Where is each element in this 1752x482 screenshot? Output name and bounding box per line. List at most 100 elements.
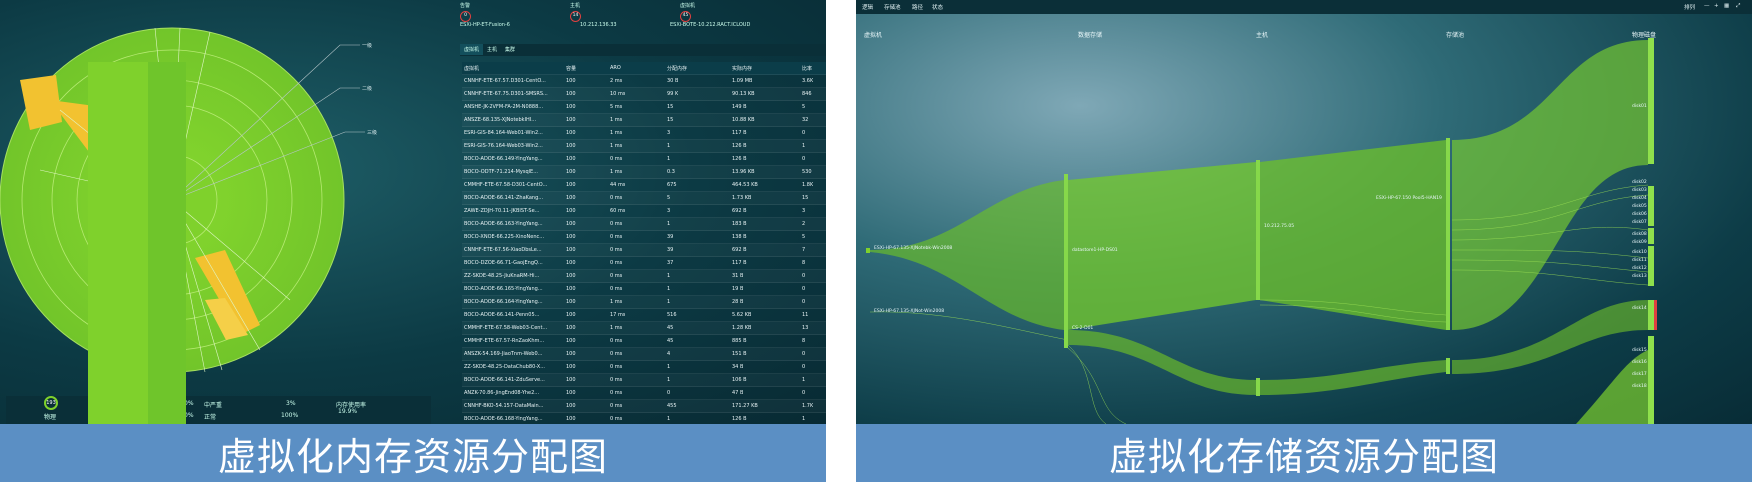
metric-vm[interactable]: 虚拟机 45 — [680, 2, 760, 22]
tab-logic[interactable]: 逻辑 — [862, 5, 874, 11]
disk-node[interactable] — [1648, 228, 1654, 244]
table-row[interactable]: CNNHF-BKO-54.157-DataMain... 100 0 ms 455 17… — [462, 400, 826, 413]
aro-column-bg — [148, 62, 186, 424]
table-row[interactable]: CNNHF-ETE-67.57.D301-CentO... 100 2 ms 30 B… — [462, 75, 826, 88]
zoom-in-icon[interactable]: + — [1714, 3, 1719, 9]
col-allocated[interactable]: 分配内存 — [667, 65, 688, 72]
disk-alert[interactable] — [1654, 300, 1657, 330]
col-ratio[interactable]: 比率 — [802, 65, 813, 72]
table-row[interactable]: BOCO-DZOE-66.71-GaojEngQ... 100 0 ms 37 117 … — [462, 257, 826, 270]
table-row[interactable]: ESRI-GIS-84.164-Web01-Win2... 100 1 ms 3 117… — [462, 127, 826, 140]
metric-host[interactable]: 主机 14 — [570, 2, 650, 22]
table-row[interactable]: BOCO-ADOE-66.165-YingYang... 100 0 ms 1 19 B… — [462, 283, 826, 296]
table-row[interactable]: CMMHF-ETE-67.57-RnZaoKhm... 100 0 ms 45 885 … — [462, 335, 826, 348]
metric-alarm[interactable]: 告警 0 — [460, 2, 540, 22]
disk-node-label: disk03 — [1632, 188, 1647, 193]
disk-node[interactable] — [1648, 246, 1654, 286]
tab-host[interactable]: 主机 — [487, 47, 498, 53]
tab-path[interactable]: 路径 — [912, 5, 924, 11]
table-cell: 138 B — [732, 234, 747, 240]
disk-node[interactable] — [1648, 300, 1654, 330]
table-cell: CMMHF-ETE-67.58-Web03-Cent... — [464, 325, 548, 331]
fullscreen-icon[interactable]: ⤢ — [1736, 3, 1741, 9]
flow[interactable] — [1068, 162, 1256, 330]
sort-menu[interactable]: 排列 — [1684, 5, 1696, 11]
table-cell: 0 — [802, 390, 806, 396]
host-node[interactable] — [1256, 160, 1260, 300]
flow[interactable] — [1452, 300, 1648, 374]
sunburst-segment-warning[interactable] — [20, 75, 62, 130]
disk-node[interactable] — [1648, 38, 1654, 164]
table-row[interactable]: BOCO-ADOE-66.141-ZhaKang... 100 0 ms 5 1.73 … — [462, 192, 826, 205]
table-cell: 15 — [667, 104, 674, 110]
table-row[interactable]: BOCO-ADOE-66.149-YingYang... 100 0 ms 1 126 … — [462, 153, 826, 166]
disk-node-label: disk01 — [1632, 104, 1647, 109]
table-cell: 530 — [802, 169, 812, 175]
col-actual[interactable]: 实际内存 — [732, 65, 753, 72]
table-cell: 1 — [667, 143, 671, 149]
tab-storage-pool[interactable]: 存储池 — [884, 5, 901, 11]
table-row[interactable]: BOCO-ADOE-66.168-YingYang... 100 0 ms 1 126 … — [462, 413, 826, 424]
table-cell: 100 — [566, 416, 576, 422]
table-row[interactable]: ZZ-SKDE-48.25-JiuKnaRM-Hi... 100 0 ms 1 31 B… — [462, 270, 826, 283]
col-aro[interactable]: ARO — [610, 65, 621, 71]
table-row[interactable]: CMMHF-ETE-67.58-Web03-Cent... 100 1 ms 45 1.… — [462, 322, 826, 335]
table-row[interactable]: ANSHE-JK-2VFM-FA-2M-N0888... 100 5 ms 15 149… — [462, 101, 826, 114]
table-row[interactable]: BOCO-ADOE-66.141-Penn05... 100 17 ms 516 5.6… — [462, 309, 826, 322]
metric-value: 45 — [680, 11, 691, 22]
flow[interactable] — [1452, 40, 1648, 330]
pool-node[interactable] — [1446, 358, 1450, 374]
stat-value: 3% — [286, 400, 296, 407]
datastore-node[interactable] — [1064, 326, 1068, 348]
table-row[interactable]: BOCO-ADOE-66.141-ZduServe... 100 0 ms 1 106 … — [462, 374, 826, 387]
table-cell: 0.3 — [667, 169, 675, 175]
table-cell: 516 — [667, 312, 677, 318]
table-cell: ANSZK-54.169-JiaoTnm-Web0... — [464, 351, 543, 357]
table-row[interactable]: ZAWE-ZDJH-70.11-JKBIST-Se... 100 60 ms 3 692… — [462, 205, 826, 218]
table-cell: 464.53 KB — [732, 182, 758, 188]
host-node[interactable] — [1256, 378, 1260, 396]
table-cell: 4 — [667, 351, 671, 357]
col-vm[interactable]: 虚拟机 — [464, 65, 480, 72]
disk-node[interactable] — [1648, 336, 1654, 424]
table-row[interactable]: BOCO-ADOE-66.163-YingYang... 100 0 ms 1 183 … — [462, 218, 826, 231]
table-row[interactable]: BOCO-ADOE-66.164-YingYang... 100 1 ms 1 28 B… — [462, 296, 826, 309]
sunburst-segment-warning[interactable] — [195, 250, 260, 335]
table-row[interactable]: CMMHF-ETE-67.58-D301-CentO... 100 44 ms 675… — [462, 179, 826, 192]
flow[interactable] — [1068, 330, 1256, 395]
table-cell: 5.62 KB — [732, 312, 752, 318]
table-row[interactable]: ZZ-SKDE-48.25-DataChub80-X... 100 0 ms 1 34 … — [462, 361, 826, 374]
table-cell: 1 ms — [610, 299, 623, 305]
datastore-node-label: datastore1-HP-DS01 — [1072, 248, 1118, 253]
table-cell: ZZ-SKDE-48.25-JiuKnaRM-Hi... — [464, 273, 540, 279]
tab-cluster[interactable]: 集群 — [505, 47, 516, 53]
table-row[interactable]: BOCO-XNOE-66.225-XinoNenc... 100 0 ms 39 138… — [462, 231, 826, 244]
disk-node[interactable] — [1648, 186, 1654, 226]
table-row[interactable]: ANSZE-68.135-XJNotebkIHI... 100 1 ms 15 10.8… — [462, 114, 826, 127]
table-row[interactable]: BOCO-ODTF-71.214-MysqlE... 100 1 ms 0.3 13.9… — [462, 166, 826, 179]
column-title-host: 主机 — [1256, 32, 1269, 39]
table-cell: 0 ms — [610, 338, 623, 344]
table-cell: 0 — [802, 156, 806, 162]
table-row[interactable]: ANSZK-54.169-JiaoTnm-Web0... 100 0 ms 4 151 … — [462, 348, 826, 361]
pool-node[interactable] — [1446, 138, 1450, 330]
flow[interactable] — [1260, 140, 1446, 330]
vm-node[interactable] — [866, 248, 870, 253]
table-row[interactable]: CNNHF-ETE-67.75.D301-SMSRS... 100 10 ms 99 … — [462, 88, 826, 101]
table-row[interactable]: CNNHF-ETE-67.56-XiaoDbsLe... 100 0 ms 39 692… — [462, 244, 826, 257]
flow[interactable] — [1260, 360, 1446, 395]
grid-icon[interactable]: ▦ — [1724, 3, 1730, 9]
col-capacity[interactable]: 容量 — [566, 65, 577, 72]
flow[interactable] — [870, 180, 1064, 330]
flow[interactable] — [1576, 350, 1648, 424]
table-cell: 5 ms — [610, 104, 623, 110]
table-row[interactable]: ANZK-70.86-JingEnd08-Yhe2... 100 0 ms 0 47 B… — [462, 387, 826, 400]
tab-vm[interactable]: 虚拟机 — [460, 44, 484, 55]
table-cell: 1 — [667, 416, 671, 422]
datastore-node[interactable] — [1064, 174, 1068, 330]
table-cell: 37 — [667, 260, 674, 266]
zoom-out-icon[interactable]: — — [1704, 3, 1710, 9]
sunburst-segment-warning[interactable] — [205, 298, 248, 340]
tab-status[interactable]: 状态 — [932, 5, 944, 11]
table-row[interactable]: ESRI-GIS-76.164-Web03-Win2... 100 1 ms 1 126… — [462, 140, 826, 153]
